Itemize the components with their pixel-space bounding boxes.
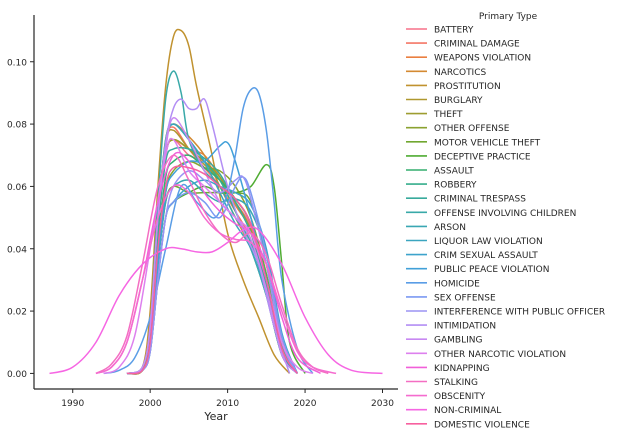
legend-label: DECEPTIVE PRACTICE [434,152,531,162]
y-tick-label: 0.10 [7,58,27,68]
x-ticks: 1990 2000 2010 2020 2030 [61,389,394,409]
x-tick-label: 2000 [139,399,162,409]
x-tick-label: 2010 [216,399,239,409]
legend-label: DOMESTIC VIOLENCE [434,420,530,430]
legend-label: OBSCENITY [434,392,486,402]
axes [33,15,398,390]
x-axis-label: Year [203,410,228,423]
series-line-27 [49,226,383,375]
legend: Primary Type BATTERY CRIMINAL DAMAGE WEAPO… [406,12,605,430]
legend-label: BURGLARY [434,96,483,106]
x-tick-label: 2030 [371,399,394,409]
series-line-24 [95,151,321,375]
legend-label: CRIMINAL TRESPASS [434,195,526,205]
legend-label: CRIM SEXUAL ASSAULT [434,251,538,261]
legend-label: NON-CRIMINAL [434,406,501,416]
y-tick-label: 0.06 [7,183,27,193]
legend-label: OFFENSE INVOLVING CHILDREN [434,209,576,219]
legend-label: ASSAULT [434,167,474,177]
series-line-4 [126,28,291,375]
legend-label: OTHER NARCOTIC VIOLATION [434,350,566,360]
series-line-28 [126,165,298,375]
legend-label: INTERFERENCE WITH PUBLIC OFFICER [434,308,605,318]
legend-label: SEX OFFENSE [434,293,496,303]
legend-label: BATTERY [434,26,474,36]
legend-label: STALKING [434,378,478,388]
series-line-25 [95,154,329,375]
series-line-23 [103,137,314,375]
series-line-26 [95,184,337,375]
legend-label: THEFT [433,110,463,120]
legend-label: NARCOTICS [434,68,486,78]
legend-label: MOTOR VEHICLE THEFT [434,138,541,148]
legend-label: ARSON [434,223,466,233]
legend-label: ROBBERY [434,181,477,191]
legend-label: INTIMIDATION [434,322,496,332]
y-tick-label: 0.00 [7,370,27,380]
x-tick-label: 1990 [61,399,84,409]
y-tick-label: 0.04 [7,245,27,255]
legend-title: Primary Type [479,12,538,22]
x-tick-label: 2020 [294,399,317,409]
y-ticks: 0.00 0.02 0.04 0.06 0.08 0.10 [7,58,34,380]
legend-label: HOMICIDE [434,279,480,289]
series-line-22 [126,117,298,375]
legend-label: OTHER OFFENSE [434,124,510,134]
legend-label: GAMBLING [434,336,482,346]
plot-area [49,28,383,375]
y-tick-label: 0.02 [7,308,27,318]
legend-label: CRIMINAL DAMAGE [434,40,520,50]
legend-label: PROSTITUTION [434,82,501,92]
y-tick-label: 0.08 [7,121,27,131]
legend-label: LIQUOR LAW VIOLATION [434,237,543,247]
legend-label: PUBLIC PEACE VIOLATION [434,265,550,275]
legend-label: WEAPONS VIOLATION [434,54,531,64]
legend-label: KIDNAPPING [434,364,490,374]
